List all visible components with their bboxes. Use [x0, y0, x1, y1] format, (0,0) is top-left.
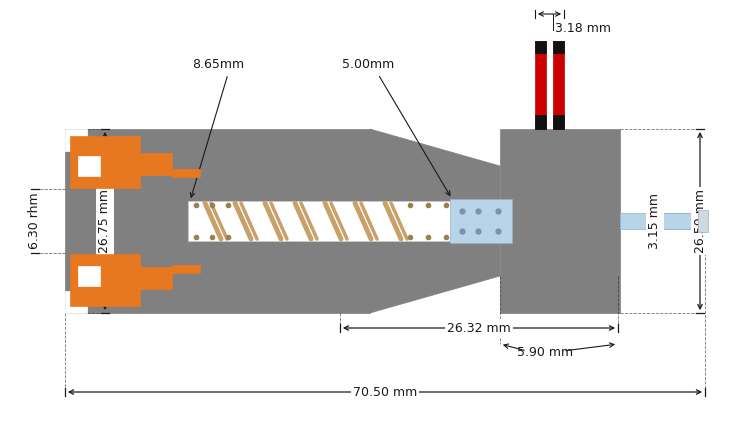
Bar [535, 41, 546, 53]
Text: 3.15 mm: 3.15 mm [648, 193, 662, 249]
Text: 26.50 mm: 26.50 mm [693, 189, 707, 253]
Text: 70.50 mm: 70.50 mm [353, 385, 417, 399]
Bar [553, 41, 564, 129]
Bar [65, 129, 87, 151]
Bar [70, 136, 140, 188]
Bar [553, 41, 564, 53]
Bar [140, 153, 172, 175]
Bar [70, 254, 140, 306]
Bar [698, 210, 708, 232]
Polygon shape [370, 129, 500, 313]
Bar [172, 169, 200, 177]
Text: 3.18 mm: 3.18 mm [555, 22, 611, 34]
Bar [450, 199, 512, 243]
Bar [140, 267, 172, 289]
Bar [65, 291, 87, 313]
Bar [535, 115, 546, 129]
Text: 6.30 rhm: 6.30 rhm [29, 193, 41, 249]
Bar [65, 129, 370, 313]
Bar [620, 213, 702, 229]
Text: 5.00mm: 5.00mm [342, 59, 394, 71]
Text: 26.32 mm: 26.32 mm [447, 321, 511, 335]
Bar [172, 265, 200, 273]
Text: 5.90 mm: 5.90 mm [517, 345, 573, 359]
Bar [553, 115, 564, 129]
Bar [188, 201, 453, 241]
Bar [500, 129, 620, 313]
Bar [535, 41, 546, 129]
Text: 8.65mm: 8.65mm [192, 59, 244, 71]
Bar [78, 156, 100, 176]
Text: 26.75 mm: 26.75 mm [99, 189, 111, 253]
Bar [78, 266, 100, 286]
